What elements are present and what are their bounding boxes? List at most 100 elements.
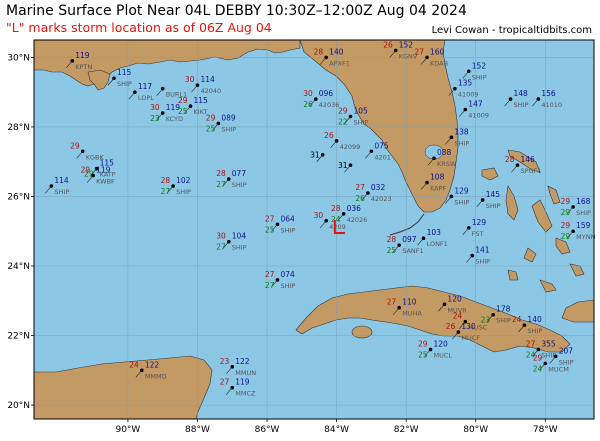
station-temperature: 29 <box>70 141 80 150</box>
station-temperature: 29 <box>206 113 216 122</box>
wind-barb <box>222 178 230 187</box>
station-plot: 23 122 MMUN <box>220 357 257 377</box>
station-plot: 103 LONF1 <box>417 228 448 248</box>
station-pressure: 122 <box>235 357 250 366</box>
wind-barb <box>156 88 163 96</box>
station-plot: 28 27 077 SHIP <box>216 169 246 189</box>
station-plot: 24 MUSC <box>453 312 488 332</box>
wind-barb <box>337 213 344 222</box>
wind-barb <box>476 199 483 208</box>
wind-barb <box>392 307 400 315</box>
wind-barb <box>566 231 574 239</box>
station-id: 41009 <box>468 112 489 120</box>
station-id: SHIP <box>232 181 247 189</box>
wind-barb <box>504 98 511 107</box>
land-florida-keys <box>389 213 425 236</box>
station-pressure: 160 <box>430 47 445 56</box>
wind-barb <box>486 314 494 322</box>
station-id: SHIP <box>221 125 236 133</box>
station-plot: 120 MUVR <box>438 294 467 314</box>
station-pressure: 122 <box>145 360 160 369</box>
wind-barb <box>462 227 470 235</box>
station-temperature: 24 <box>512 315 522 324</box>
wind-barb <box>128 91 136 100</box>
wind-barb <box>222 241 230 249</box>
station-id: SHIP <box>486 202 501 210</box>
station-pressure: 097 <box>402 235 417 244</box>
wind-barb <box>344 116 351 124</box>
station-dewpoint: 26 <box>303 100 313 109</box>
station-temperature: 29 <box>561 221 571 230</box>
station-id: MYNN <box>576 233 595 241</box>
station-pressure: 147 <box>468 100 483 109</box>
station-plot: 26 42099 <box>324 131 360 151</box>
station-pressure: 088 <box>437 148 452 157</box>
station-id: MUCM <box>548 365 569 373</box>
station-pressure: 074 <box>280 270 295 279</box>
station-temperature: 24 <box>453 312 463 321</box>
station-plot: 152 SHIP <box>462 61 487 81</box>
station-id: MMCZ <box>235 390 256 398</box>
tick-label-lon: 80°W <box>463 425 488 435</box>
wind-barb <box>452 331 459 340</box>
station-plot: 24 140 SHIP <box>512 315 542 335</box>
station-id: 41010 <box>541 101 562 109</box>
station-plot: 156 41010 <box>532 89 562 109</box>
station-temperature: 29 <box>533 353 543 362</box>
station-pressure: 119 <box>96 166 111 175</box>
station-temperature: 28 <box>216 169 226 178</box>
wind-barb <box>459 321 466 329</box>
land-bahamas <box>481 149 585 293</box>
station-value: 31 <box>338 161 348 170</box>
station-plot: 075 4201 <box>365 141 391 161</box>
station-id: KGBK <box>86 153 105 161</box>
station-id: SHIP <box>176 188 191 196</box>
station-pressure: 064 <box>280 214 295 223</box>
station-id: SHIP <box>280 282 295 290</box>
station-pressure: 152 <box>472 61 487 70</box>
station-dewpoint: 23 <box>150 114 160 123</box>
station-temperature: 27 <box>387 298 397 307</box>
plot-title: Marine Surface Plot Near 04L DEBBY 10:30… <box>6 3 467 19</box>
station-dewpoint: 25 <box>265 225 275 234</box>
station-layer: 119 KPTN 115 SHIP 117 LOPL BURL1 30 114 42040 30 23… <box>45 40 596 398</box>
wind-barb <box>424 349 431 357</box>
wind-barb <box>420 182 428 190</box>
station-plot: 27 160 KDAB <box>414 47 448 67</box>
station-plot: 29 25 120 MUCL <box>418 339 452 359</box>
station-plot: 207 SHIP <box>549 346 574 366</box>
station-plot: 129 SHIP <box>445 186 469 206</box>
station-dewpoint: 27 <box>161 187 171 196</box>
station-id: SANF1 <box>402 247 423 255</box>
station-id: SHIP <box>527 327 542 335</box>
station-dewpoint: 27 <box>216 180 226 189</box>
wind-barb <box>226 387 233 395</box>
station-pressure: 159 <box>576 221 591 230</box>
station-dewpoint: 26 <box>355 194 365 203</box>
station-id: 4209 <box>329 223 346 231</box>
station-id: KPTN <box>75 63 92 71</box>
station-pressure: 120 <box>434 339 449 348</box>
station-plot: 30 4209 <box>314 211 346 231</box>
station-temperature: 29 <box>338 106 348 115</box>
station-id: KCYD <box>166 115 183 123</box>
station-plot: 088 KRSW <box>427 148 457 168</box>
station-pressure: 036 <box>347 204 362 213</box>
station-temperature: 28 <box>314 47 324 56</box>
station-temperature: 28 <box>331 204 341 213</box>
station-temperature: 27 <box>265 214 275 223</box>
station-id: SHIP <box>496 317 511 325</box>
station-temperature: 27 <box>526 339 536 348</box>
wind-barb <box>330 140 337 149</box>
station-plot: 28 146 SPGF1 <box>505 155 542 175</box>
wind-barb <box>344 164 351 173</box>
station-dewpoint: 27 <box>216 243 226 252</box>
station-id: KATP <box>100 171 116 179</box>
station-plot: 28 25 097 SANF1 <box>387 235 424 255</box>
station-plot: 29 29 159 MYNN <box>561 221 596 241</box>
land-hispaniola <box>561 299 594 323</box>
station-pressure: 152 <box>399 40 414 49</box>
station-temperature: 28 <box>505 155 515 164</box>
station-id: 41009 <box>458 91 479 99</box>
